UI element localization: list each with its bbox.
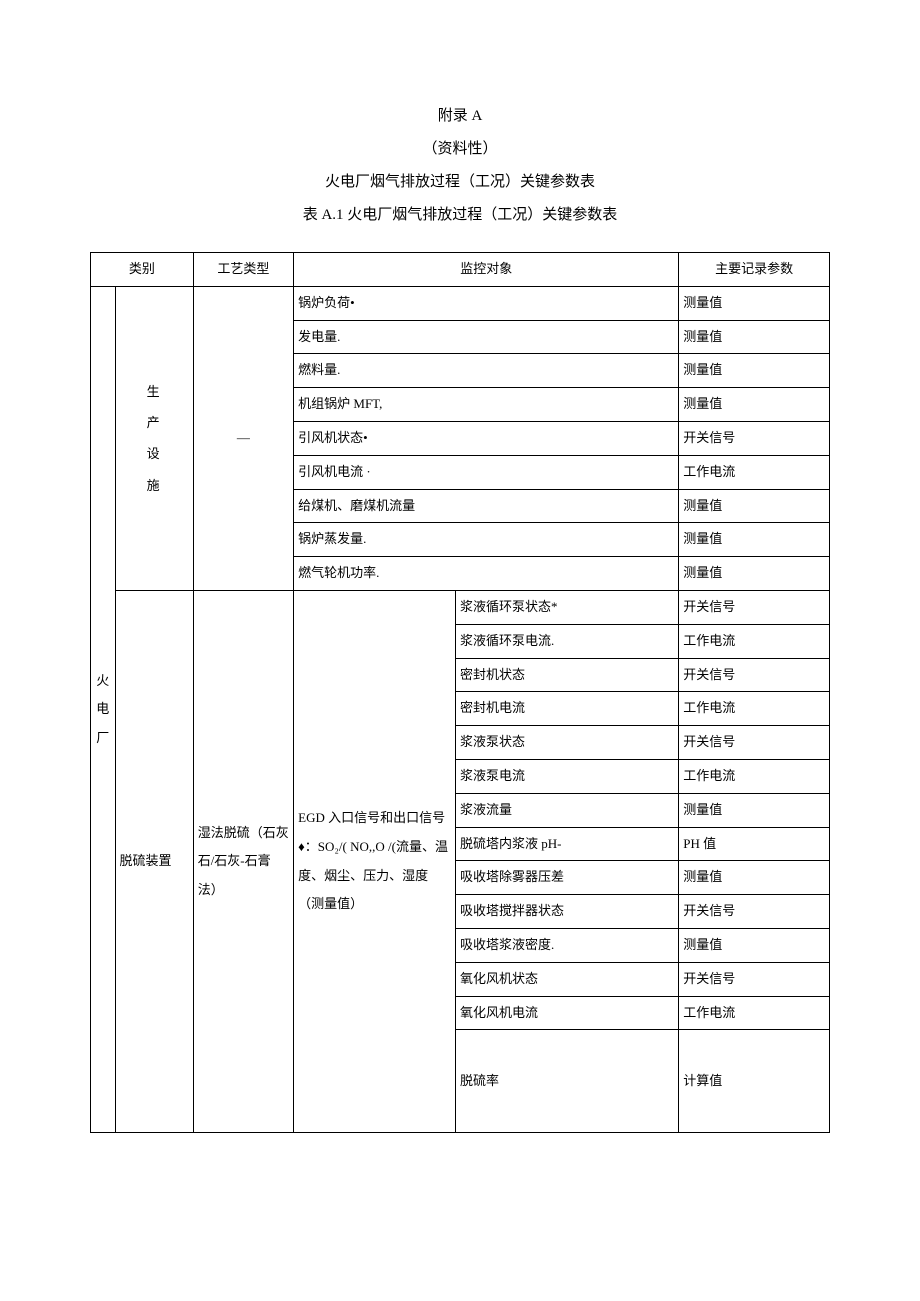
param-cell: 计算值 bbox=[679, 1030, 830, 1133]
process-cell: — bbox=[193, 286, 293, 590]
param-cell: 测量值 bbox=[679, 793, 830, 827]
table-row: 火电厂生产设施—锅炉负荷•测量值 bbox=[91, 286, 830, 320]
param-cell: 测量值 bbox=[679, 489, 830, 523]
monitor-object-sub-cell: 吸收塔搅拌器状态 bbox=[455, 895, 678, 929]
table-body: 火电厂生产设施—锅炉负荷•测量值发电量.测量值燃料量.测量值机组锅炉 MFT,测… bbox=[91, 286, 830, 1133]
document-header: 附录 A （资料性） 火电厂烟气排放过程（工况）关键参数表 表 A.1 火电厂烟… bbox=[90, 100, 830, 232]
monitor-object-sub-cell: 浆液循环泵状态* bbox=[455, 590, 678, 624]
document-title: 火电厂烟气排放过程（工况）关键参数表 bbox=[90, 166, 830, 199]
monitor-object-cell: 引风机电流 · bbox=[294, 455, 679, 489]
monitor-object-sub-cell: 密封机状态 bbox=[455, 658, 678, 692]
param-cell: 工作电流 bbox=[679, 996, 830, 1030]
appendix-nature: （资料性） bbox=[90, 133, 830, 166]
monitor-object-cell: 引风机状态• bbox=[294, 421, 679, 455]
table-row: 脱硫装置湿法脱硫（石灰石/石灰-石膏法）EGD 入口信号和出口信号♦：SO₂/(… bbox=[91, 590, 830, 624]
monitor-object-cell: 发电量. bbox=[294, 320, 679, 354]
col-process-type: 工艺类型 bbox=[193, 253, 293, 287]
param-cell: 开关信号 bbox=[679, 895, 830, 929]
param-cell: 测量值 bbox=[679, 286, 830, 320]
monitor-object-cell: 机组锅炉 MFT, bbox=[294, 388, 679, 422]
param-cell: 开关信号 bbox=[679, 590, 830, 624]
table-caption: 表 A.1 火电厂烟气排放过程（工况）关键参数表 bbox=[90, 199, 830, 232]
param-cell: 工作电流 bbox=[679, 692, 830, 726]
monitor-object-cell: 燃气轮机功率. bbox=[294, 557, 679, 591]
monitor-object-sub-cell: 吸收塔除雾器压差 bbox=[455, 861, 678, 895]
monitor-object-sub-cell: 脱硫率 bbox=[455, 1030, 678, 1133]
appendix-label: 附录 A bbox=[90, 100, 830, 133]
table-header-row: 类别 工艺类型 监控对象 主要记录参数 bbox=[91, 253, 830, 287]
monitor-object-sub-cell: 氧化风机电流 bbox=[455, 996, 678, 1030]
monitor-object-cell: 燃料量. bbox=[294, 354, 679, 388]
param-cell: 工作电流 bbox=[679, 455, 830, 489]
col-monitor-object: 监控对象 bbox=[294, 253, 679, 287]
param-cell: 工作电流 bbox=[679, 624, 830, 658]
param-cell: 测量值 bbox=[679, 861, 830, 895]
param-cell: 测量值 bbox=[679, 523, 830, 557]
monitor-object-sub-cell: 浆液泵状态 bbox=[455, 726, 678, 760]
param-cell: 开关信号 bbox=[679, 658, 830, 692]
col-category: 类别 bbox=[91, 253, 194, 287]
monitor-object-cell: 给煤机、磨煤机流量 bbox=[294, 489, 679, 523]
monitor-object-sub-cell: 吸收塔浆液密度. bbox=[455, 928, 678, 962]
process-cell: 湿法脱硫（石灰石/石灰-石膏法） bbox=[193, 590, 293, 1132]
param-cell: PH 值 bbox=[679, 827, 830, 861]
monitor-object-sub-cell: 浆液循环泵电流. bbox=[455, 624, 678, 658]
parameters-table: 类别 工艺类型 监控对象 主要记录参数 火电厂生产设施—锅炉负荷•测量值发电量.… bbox=[90, 252, 830, 1133]
param-cell: 工作电流 bbox=[679, 759, 830, 793]
monitor-object-cell: 锅炉蒸发量. bbox=[294, 523, 679, 557]
root-category-cell: 火电厂 bbox=[91, 286, 116, 1133]
monitor-object-sub-cell: 密封机电流 bbox=[455, 692, 678, 726]
param-cell: 测量值 bbox=[679, 928, 830, 962]
param-cell: 开关信号 bbox=[679, 962, 830, 996]
monitor-object-cell: 锅炉负荷• bbox=[294, 286, 679, 320]
param-cell: 开关信号 bbox=[679, 421, 830, 455]
col-main-params: 主要记录参数 bbox=[679, 253, 830, 287]
monitor-object-sub-cell: 浆液泵电流 bbox=[455, 759, 678, 793]
param-cell: 测量值 bbox=[679, 320, 830, 354]
param-cell: 测量值 bbox=[679, 354, 830, 388]
category-cell: 脱硫装置 bbox=[115, 590, 193, 1132]
param-cell: 测量值 bbox=[679, 388, 830, 422]
monitor-object-sub-cell: 脱硫塔内浆液 pH- bbox=[455, 827, 678, 861]
monitor-object-sub-cell: 浆液流量 bbox=[455, 793, 678, 827]
param-cell: 开关信号 bbox=[679, 726, 830, 760]
monitor-object-sub-cell: 氧化风机状态 bbox=[455, 962, 678, 996]
param-cell: 测量值 bbox=[679, 557, 830, 591]
monitor-object-merged-cell: EGD 入口信号和出口信号♦：SO₂/( NO,,O /(流量、温度、烟尘、压力… bbox=[294, 590, 456, 1132]
category-cell: 生产设施 bbox=[115, 286, 193, 590]
